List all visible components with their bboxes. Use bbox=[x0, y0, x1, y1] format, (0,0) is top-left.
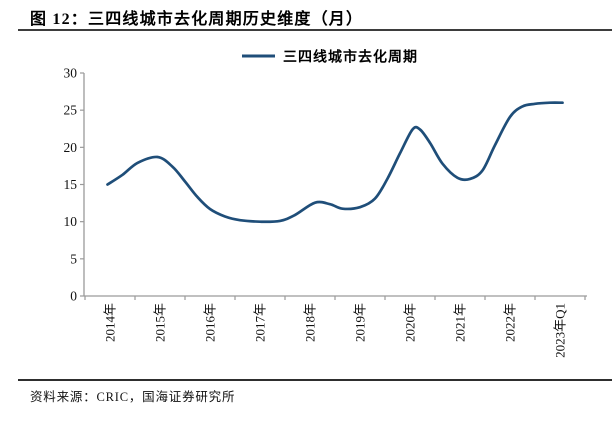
figure-title: 图 12：三四线城市去化周期历史维度（月） bbox=[30, 11, 364, 28]
y-tick-label: 5 bbox=[70, 251, 77, 266]
y-tick-label: 20 bbox=[64, 140, 78, 155]
y-tick-label: 10 bbox=[64, 214, 78, 229]
x-tick-label: 2023年Q1 bbox=[553, 303, 568, 358]
x-tick-label: 2014年 bbox=[103, 303, 118, 342]
legend-label: 三四线城市去化周期 bbox=[283, 49, 418, 66]
source-note: 资料来源：CRIC，国海证券研究所 bbox=[30, 390, 236, 404]
x-tick-label: 2016年 bbox=[203, 303, 218, 342]
x-tick-label: 2021年 bbox=[453, 303, 468, 342]
y-tick-label: 15 bbox=[64, 177, 78, 192]
series-line bbox=[106, 101, 564, 224]
x-tick-label: 2017年 bbox=[253, 303, 268, 342]
y-tick-label: 30 bbox=[64, 66, 78, 81]
x-tick-label: 2022年 bbox=[503, 303, 518, 342]
source-divider bbox=[18, 379, 612, 381]
x-tick-label: 2020年 bbox=[403, 303, 418, 342]
y-tick-label: 25 bbox=[64, 103, 78, 118]
y-tick-label: 0 bbox=[70, 289, 77, 304]
x-tick-label: 2015年 bbox=[153, 303, 168, 342]
x-tick-label: 2019年 bbox=[353, 303, 368, 342]
title-divider bbox=[18, 29, 612, 31]
x-tick-label: 2018年 bbox=[303, 303, 318, 342]
